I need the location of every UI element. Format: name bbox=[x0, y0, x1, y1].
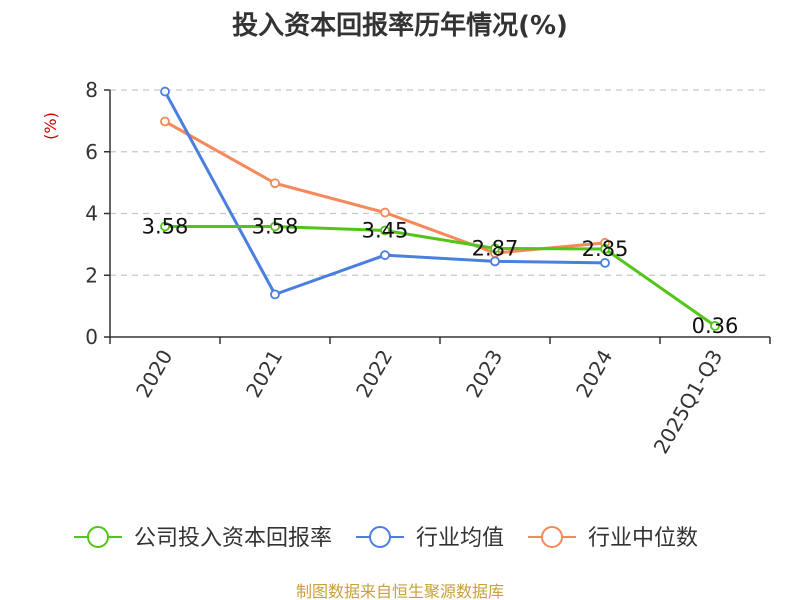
y-tick-label: 0 bbox=[85, 325, 98, 349]
source-note: 制图数据来自恒生聚源数据库 bbox=[296, 582, 504, 600]
data-point bbox=[710, 320, 720, 331]
data-point bbox=[380, 225, 390, 236]
data-point bbox=[270, 178, 280, 189]
data-label: 2.87 bbox=[472, 236, 519, 260]
data-label: 3.45 bbox=[362, 218, 409, 242]
x-tick-label: 2023 bbox=[461, 346, 507, 402]
data-point bbox=[490, 243, 500, 254]
x-tick-label: 2021 bbox=[241, 346, 287, 402]
data-point bbox=[160, 86, 170, 97]
data-labels: 3.58 3.58 3.45 2.87 2.85 0.36 bbox=[142, 214, 739, 337]
series-line bbox=[165, 224, 716, 328]
x-tick-label: 2022 bbox=[351, 346, 397, 402]
y-tick-label: 4 bbox=[85, 202, 98, 226]
data-point bbox=[380, 250, 390, 261]
y-tick-label: 2 bbox=[85, 263, 98, 287]
legend-label: 公司投入资本回报率 bbox=[134, 526, 332, 551]
x-tick-label: 2020 bbox=[131, 346, 177, 402]
data-label: 3.58 bbox=[142, 214, 189, 238]
series-layer bbox=[160, 86, 720, 331]
series-line bbox=[163, 90, 606, 296]
y-tick-label: 8 bbox=[85, 78, 98, 102]
grid bbox=[110, 89, 770, 276]
x-tick-label: 2025Q1-Q3 bbox=[649, 346, 728, 458]
legend: 公司投入资本回报率 行业均值 行业中位数 bbox=[74, 526, 698, 551]
data-label: 3.58 bbox=[252, 214, 299, 238]
legend-marker bbox=[541, 526, 564, 548]
data-point bbox=[380, 207, 390, 218]
legend-marker bbox=[87, 526, 109, 548]
legend-marker bbox=[369, 526, 392, 548]
chart-title: 投入资本回报率历年情况(%) bbox=[232, 10, 568, 41]
data-point bbox=[160, 221, 170, 232]
legend-label: 行业均值 bbox=[416, 526, 504, 551]
data-point bbox=[600, 244, 610, 254]
data-point bbox=[600, 257, 610, 268]
data-point bbox=[270, 289, 280, 300]
x-tick-label: 2024 bbox=[571, 346, 617, 402]
data-point bbox=[270, 221, 280, 232]
data-label: 2.85 bbox=[582, 237, 629, 261]
data-point bbox=[160, 116, 170, 127]
data-point bbox=[490, 256, 500, 267]
legend-label: 行业中位数 bbox=[588, 526, 698, 551]
y-tick-label: 6 bbox=[85, 140, 98, 164]
y-axis-label: (%) bbox=[41, 112, 60, 140]
data-label: 0.36 bbox=[692, 314, 739, 338]
